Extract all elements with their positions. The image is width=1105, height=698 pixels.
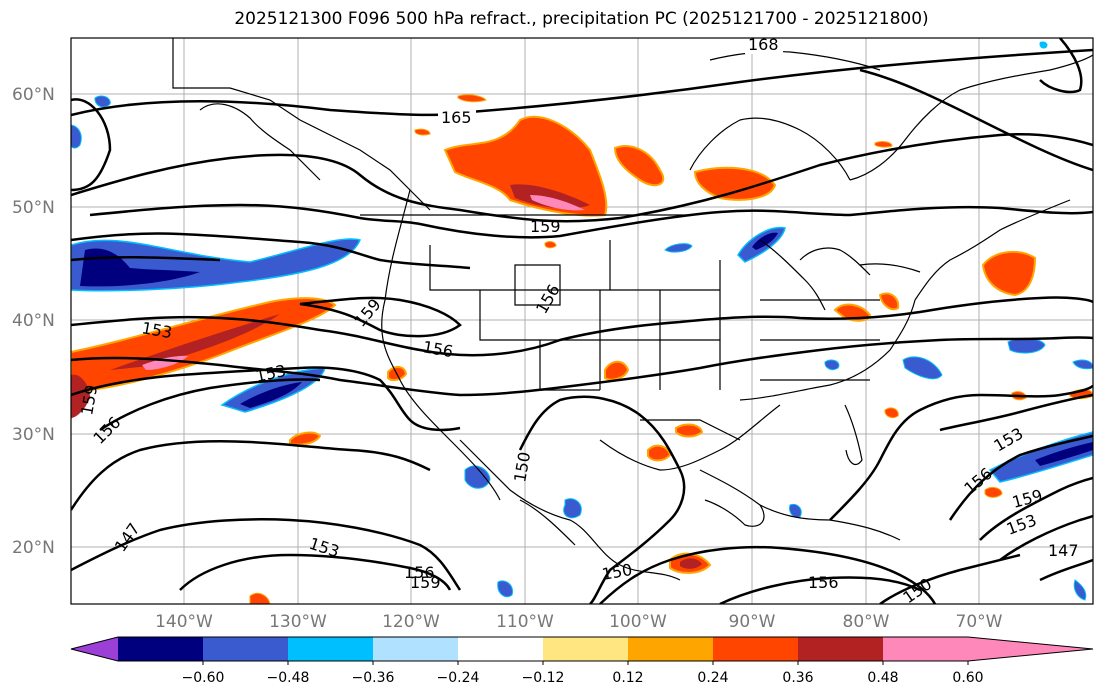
lon-label: 90°W bbox=[729, 612, 776, 632]
colorbar-tick-label: 0.60 bbox=[952, 670, 983, 686]
map-title: 2025121300 F096 500 hPa refract., precip… bbox=[234, 9, 929, 29]
colorbar-tick-label: 0.12 bbox=[612, 670, 643, 686]
colorbar-tick-label: −0.60 bbox=[182, 670, 225, 686]
lat-label: 60°N bbox=[12, 85, 55, 105]
colorbar-seg-4 bbox=[373, 637, 458, 661]
colorbar-ticks: −0.60 −0.48 −0.36 −0.24 −0.12 0.12 0.24 … bbox=[182, 661, 984, 686]
colorbar-tick-label: −0.36 bbox=[352, 670, 395, 686]
lon-label: 130°W bbox=[269, 612, 327, 632]
contour-label: 147 bbox=[1048, 541, 1079, 560]
lat-label: 40°N bbox=[12, 311, 55, 331]
colorbar-seg-10 bbox=[883, 637, 968, 661]
colorbar-tick-label: −0.48 bbox=[267, 670, 310, 686]
lat-label: 20°N bbox=[12, 538, 55, 558]
contour-label: 165 bbox=[441, 108, 472, 127]
colorbar-seg-6 bbox=[543, 637, 628, 661]
colorbar-seg-9 bbox=[798, 637, 883, 661]
colorbar-tick-label: 0.36 bbox=[782, 670, 813, 686]
contour-label: 159 bbox=[410, 573, 441, 592]
lon-label: 70°W bbox=[956, 612, 1003, 632]
colorbar-tick-label: 0.24 bbox=[697, 670, 728, 686]
lat-label: 50°N bbox=[12, 198, 55, 218]
colorbar-seg-11 bbox=[968, 637, 1093, 661]
positive-precip-areas bbox=[71, 94, 1093, 604]
height-contours bbox=[71, 38, 1093, 604]
colorbar-tick-label: −0.24 bbox=[437, 670, 480, 686]
lat-label: 30°N bbox=[12, 425, 55, 445]
lon-label: 100°W bbox=[609, 612, 667, 632]
lon-label: 110°W bbox=[496, 612, 554, 632]
colorbar bbox=[70, 636, 1094, 662]
map-frame bbox=[70, 37, 1094, 605]
lon-label: 140°W bbox=[155, 612, 213, 632]
colorbar-seg-5 bbox=[458, 637, 543, 661]
colorbar-seg-2 bbox=[203, 637, 288, 661]
colorbar-outline bbox=[70, 636, 1094, 662]
colorbar-seg-8 bbox=[713, 637, 798, 661]
colorbar-seg-1 bbox=[118, 637, 203, 661]
latitude-labels: 60°N 50°N 40°N 30°N 20°N bbox=[12, 85, 55, 558]
longitude-labels: 140°W 130°W 120°W 110°W 100°W 90°W 80°W … bbox=[155, 612, 1003, 632]
lon-label: 80°W bbox=[843, 612, 890, 632]
colorbar-seg-7 bbox=[628, 637, 713, 661]
contour-label: 156 bbox=[404, 563, 435, 582]
colorbar-tick-label: 0.48 bbox=[867, 670, 898, 686]
negative-precip-areas bbox=[71, 41, 1093, 601]
contour-label: 168 bbox=[748, 35, 779, 54]
colorbar-seg-0 bbox=[71, 637, 118, 661]
contour-label: 156 bbox=[808, 573, 839, 592]
colorbar-seg-3 bbox=[288, 637, 373, 661]
contour-label: 159 bbox=[530, 217, 561, 236]
coastlines-and-borders bbox=[172, 38, 1093, 581]
lon-label: 120°W bbox=[382, 612, 440, 632]
colorbar-tick-label: −0.12 bbox=[522, 670, 565, 686]
